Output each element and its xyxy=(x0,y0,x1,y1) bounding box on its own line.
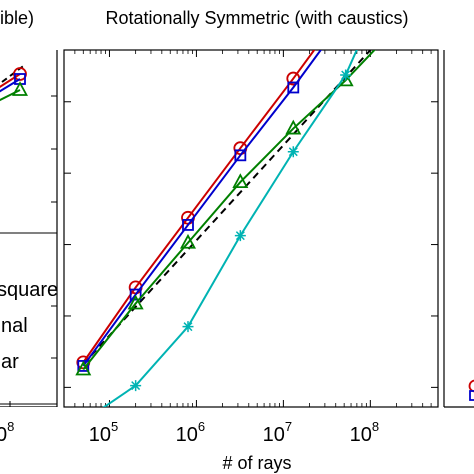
right-panel-marker-circle xyxy=(468,379,474,393)
x-tick-label-base: 10 xyxy=(350,424,372,446)
x-tick-label-base: 10 xyxy=(263,424,285,446)
left-panel-title-fragment: ible) xyxy=(0,8,34,28)
x-tick-label-base: 10 xyxy=(176,424,198,446)
left-panel-series xyxy=(0,67,29,102)
data-point-star xyxy=(130,380,142,392)
left-panel-legend-entry: nal xyxy=(1,315,28,337)
data-point-square xyxy=(129,288,142,301)
x-tick-label-exponent: 8 xyxy=(372,419,379,434)
x-tick-label-base: 10 xyxy=(89,424,111,446)
data-point-star xyxy=(340,69,352,81)
left-panel: ible) square nal ar 08 xyxy=(0,8,58,446)
x-tick-label-exponent: 7 xyxy=(285,419,292,434)
series-triangle xyxy=(75,50,376,376)
plot-area-border xyxy=(63,49,439,408)
data-point-triangle xyxy=(285,119,302,135)
x-tick-label-exponent: 6 xyxy=(198,419,205,434)
data-point-star xyxy=(287,146,299,158)
data-point-star xyxy=(182,321,194,333)
series-reference-slope xyxy=(82,50,372,365)
main-chart: Rotationally Symmetric (with caustics) 1… xyxy=(63,8,439,473)
data-point-square xyxy=(182,219,194,231)
x-tick-label-exponent: 5 xyxy=(111,419,118,434)
data-series xyxy=(75,50,376,427)
left-panel-series-triangle xyxy=(0,81,29,102)
data-point-star xyxy=(78,416,89,427)
x-tick-label: 107 xyxy=(263,419,292,446)
data-point-triangle xyxy=(179,233,197,249)
left-panel-legend-box xyxy=(0,232,57,405)
right-panel-marker-square xyxy=(469,390,474,401)
left-panel-legend-entry: ar xyxy=(1,351,19,373)
left-panel-axes xyxy=(0,50,58,407)
x-tick-labels: 105 106 107 108 xyxy=(89,419,379,446)
series-line xyxy=(82,50,323,367)
x-tick-label: 108 xyxy=(350,419,379,446)
right-panel xyxy=(443,50,474,408)
left-panel-legend-entry: square xyxy=(0,279,58,301)
data-point-triangle xyxy=(232,173,249,188)
data-point-star xyxy=(234,230,246,242)
series-square xyxy=(77,50,323,372)
data-point-triangle xyxy=(75,360,92,376)
x-tick-label: 105 xyxy=(89,419,118,446)
data-point-square xyxy=(234,149,247,162)
axis-ticks xyxy=(63,50,439,407)
left-panel-xtick-label: 08 xyxy=(0,419,14,446)
x-axis-label: # of rays xyxy=(222,453,291,473)
left-panel-data-point-triangle xyxy=(11,81,29,96)
data-point-triangle xyxy=(127,294,144,310)
series-line xyxy=(102,50,358,407)
x-tick-label: 106 xyxy=(176,419,205,446)
left-panel-series-line xyxy=(0,89,21,102)
data-point-square xyxy=(287,81,300,94)
series-star xyxy=(78,50,358,427)
series-line xyxy=(82,50,316,363)
chart-title: Rotationally Symmetric (with caustics) xyxy=(105,8,408,28)
series-line xyxy=(82,50,372,365)
